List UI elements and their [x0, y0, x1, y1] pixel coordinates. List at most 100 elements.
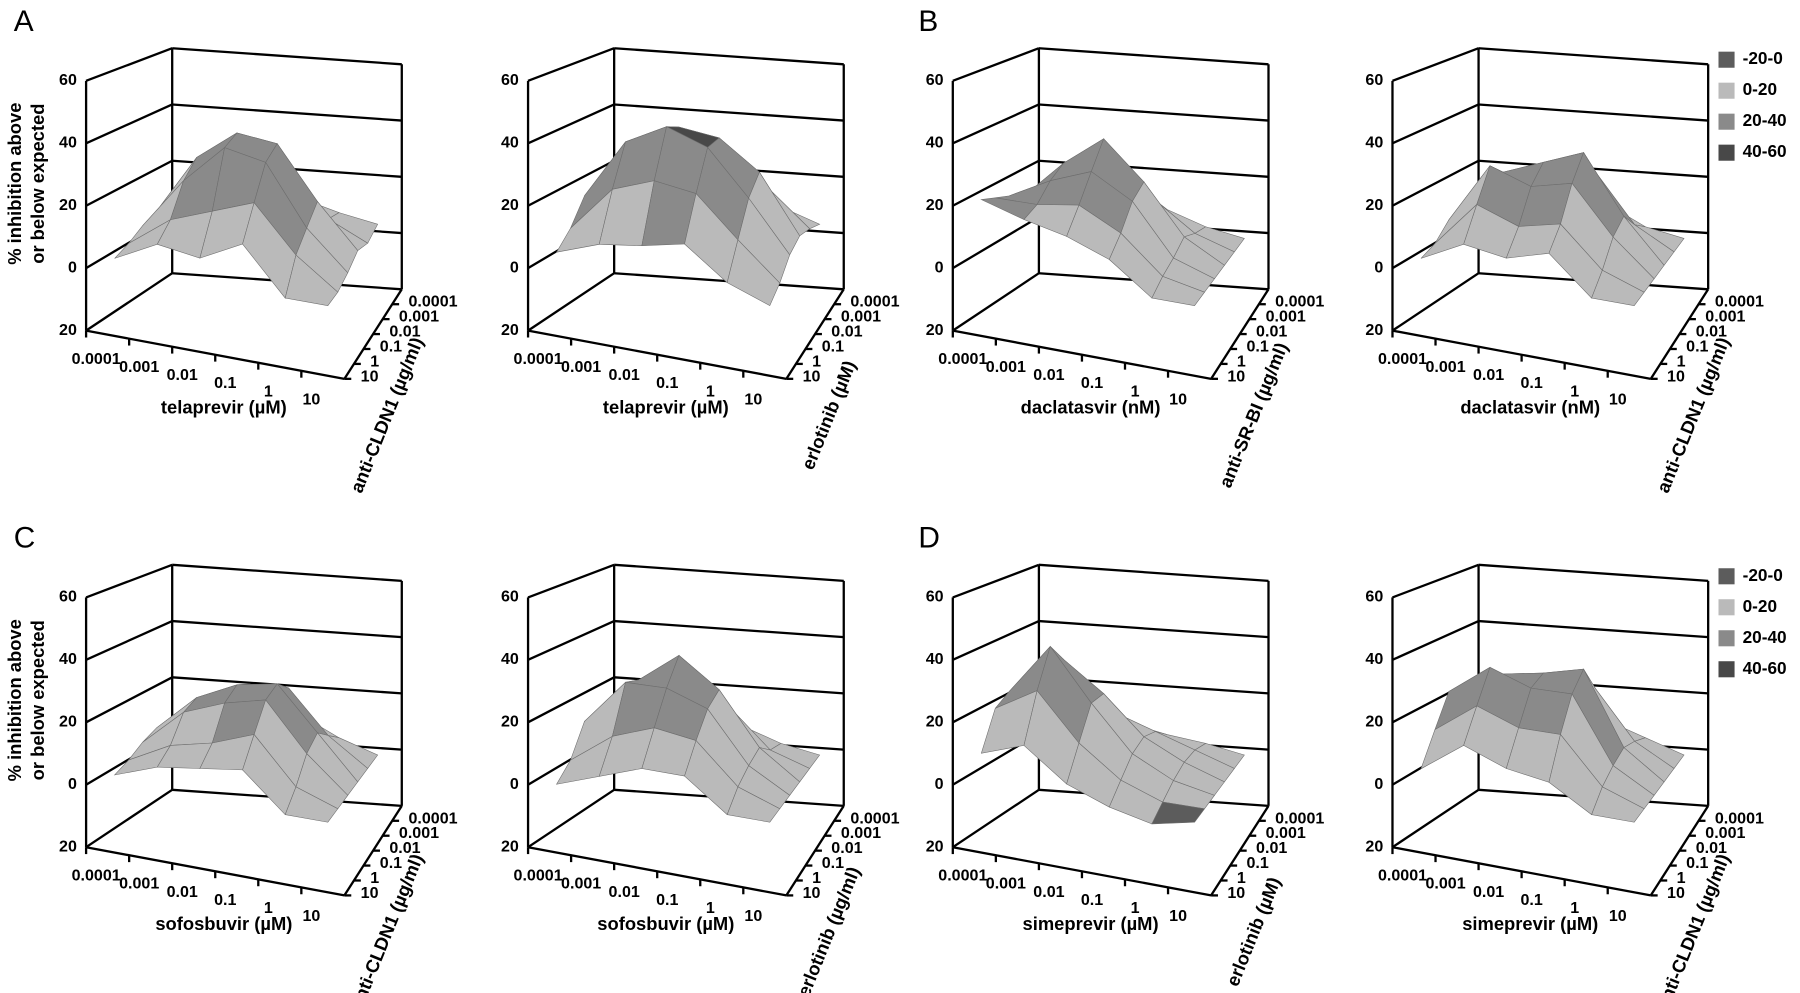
z-tick-label: 60: [59, 588, 77, 606]
z-tick-label: 0: [1374, 775, 1383, 793]
grid-line: [1391, 272, 1480, 332]
x-tick-label: 0.01: [1473, 366, 1504, 384]
y-tick-label: 0.01: [1256, 839, 1287, 857]
z-tick-label: 20: [501, 321, 519, 339]
z-tick-label: 0: [935, 775, 944, 793]
x-tick-label: 0.1: [214, 891, 236, 909]
y-tick-label: 0.0001: [408, 809, 457, 827]
z-tick-label: 40: [1365, 650, 1383, 668]
y-tick-label: 0.001: [841, 824, 881, 842]
y-tick-label: 0.001: [399, 824, 439, 842]
grid-line: [527, 620, 615, 661]
y-tick-label: 0.1: [822, 854, 844, 872]
x-tick-label: 1: [264, 899, 273, 917]
y-tick-label: 0.0001: [1275, 293, 1324, 311]
z-tick-label: 0: [935, 258, 944, 276]
grid-line: [172, 103, 402, 122]
grid-line: [1392, 47, 1479, 82]
x-tick-label: 0.1: [656, 374, 678, 392]
y-tick-label: 0.001: [1705, 308, 1745, 326]
grid-line: [85, 159, 173, 207]
panel-label: A: [14, 5, 34, 38]
x-tick-label: 10: [1169, 907, 1187, 925]
x-tick-label: 0.0001: [1378, 350, 1427, 368]
y-tick-label: 0.1: [380, 854, 402, 872]
y-tick-label: 0.01: [1696, 839, 1727, 857]
y-tick-label: 0.01: [1256, 323, 1287, 341]
x-tick-label: 1: [1570, 899, 1579, 917]
z-axis-label: or below expected: [27, 104, 48, 264]
y-tick-label: 0.01: [831, 323, 862, 341]
legend-label: 20-40: [1743, 110, 1787, 130]
x-tick-label: 0.1: [214, 374, 236, 392]
z-tick-label: 20: [501, 713, 519, 731]
surface-patch: [726, 239, 781, 307]
surface-patch: [284, 254, 339, 306]
y-tick-label: 1: [1677, 352, 1686, 370]
y-tick-label: 0.1: [1246, 338, 1268, 356]
z-axis-label: or below expected: [27, 620, 48, 780]
x-tick-label: 10: [1609, 907, 1627, 925]
grid-line: [1392, 620, 1480, 661]
z-tick-label: 40: [59, 134, 77, 152]
y-tick-label: 1: [812, 352, 821, 370]
y-tick-label: 1: [1237, 352, 1246, 370]
y-tick-label: 10: [1227, 884, 1245, 902]
x-tick-label: 10: [1169, 390, 1187, 408]
grid-line: [952, 788, 1040, 849]
x-tick-label: 10: [302, 907, 320, 925]
grid-line: [85, 788, 173, 849]
z-axis-label: % inhibition above: [4, 103, 25, 265]
x-tick-label: 1: [1570, 382, 1579, 400]
y-tick-label: 0.001: [1266, 308, 1306, 326]
z-tick-label: 60: [926, 588, 944, 606]
legend-label: 40-60: [1743, 141, 1787, 161]
legend-label: 0-20: [1743, 596, 1777, 616]
z-axis-label: % inhibition above: [4, 619, 25, 781]
z-tick-label: 0: [1374, 258, 1383, 276]
grid-line: [952, 47, 1040, 82]
y-tick-label: 0.001: [1705, 824, 1745, 842]
y-tick-label: 0.001: [841, 308, 881, 326]
grid-line: [527, 563, 615, 599]
x-tick-label: 10: [1609, 390, 1627, 408]
x-axis-label: telaprevir (µM): [161, 397, 287, 418]
z-tick-label: 0: [68, 775, 77, 793]
grid-line: [527, 272, 615, 332]
y-tick-label: 1: [370, 869, 379, 887]
z-tick-label: 20: [501, 837, 519, 855]
legend-swatch: [1718, 51, 1735, 68]
x-tick-label: 1: [264, 382, 273, 400]
y-tick-label: 0.1: [1686, 854, 1708, 872]
z-tick-label: 20: [1365, 196, 1383, 214]
y-tick-label: 0.1: [380, 338, 402, 356]
x-tick-label: 0.0001: [938, 867, 987, 885]
y-tick-label: 0.01: [389, 839, 420, 857]
y-tick-label: 0.0001: [408, 293, 457, 311]
z-tick-label: 60: [59, 71, 77, 89]
z-tick-label: 0: [510, 775, 519, 793]
legend-swatch: [1718, 599, 1735, 616]
x-tick-label: 0.001: [1425, 875, 1465, 893]
z-tick-label: 20: [59, 196, 77, 214]
y-tick-label: 0.01: [831, 839, 862, 857]
x-tick-label: 0.1: [656, 891, 678, 909]
grid-line: [172, 47, 402, 66]
x-tick-label: 1: [706, 899, 715, 917]
grid-line: [952, 620, 1040, 661]
grid-line: [614, 619, 844, 639]
panel-label: B: [918, 5, 938, 38]
z-tick-label: 20: [59, 713, 77, 731]
legend-swatch: [1718, 630, 1735, 647]
legend-swatch: [1718, 144, 1735, 161]
grid-line: [952, 563, 1040, 599]
y-tick-label: 1: [370, 352, 379, 370]
z-tick-label: 20: [926, 196, 944, 214]
legend-label: 20-40: [1743, 627, 1787, 647]
